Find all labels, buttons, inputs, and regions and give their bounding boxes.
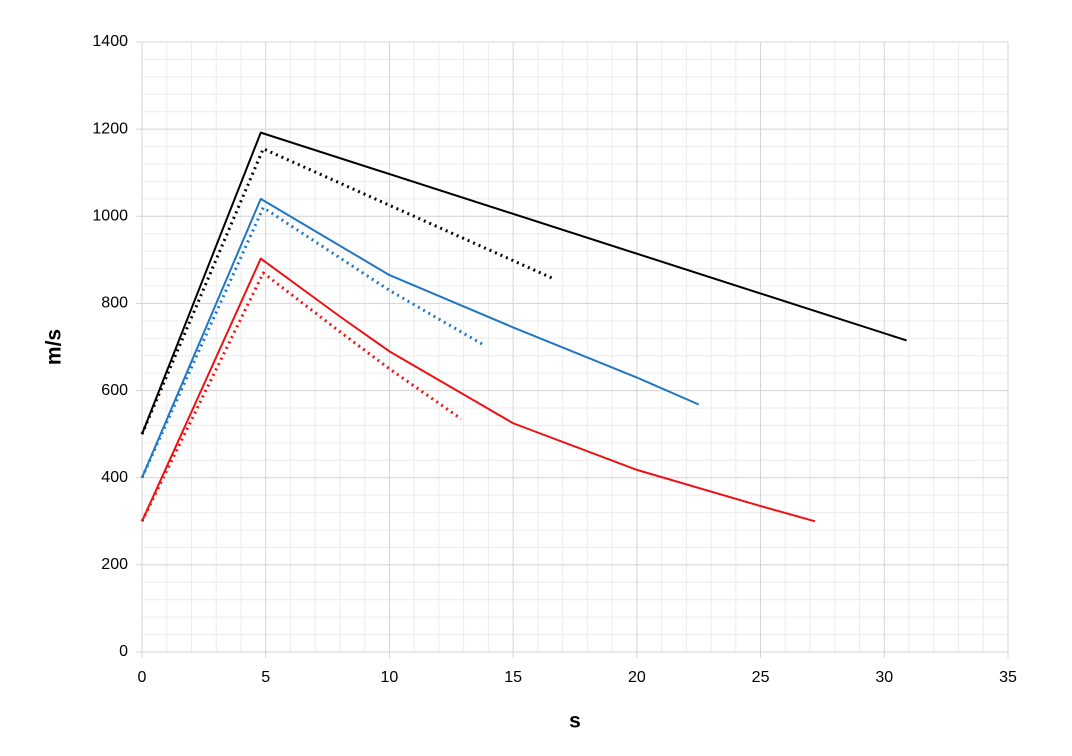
series-line [141, 131, 907, 435]
x-tick-label: 10 [381, 669, 399, 686]
x-tick-label: 30 [875, 669, 893, 686]
y-tick-label: 1200 [92, 120, 128, 137]
series-line [140, 271, 463, 522]
series-line [141, 257, 816, 523]
x-tick-label: 0 [138, 669, 147, 686]
y-tick-label: 600 [101, 382, 128, 399]
y-axis-title: m/s [43, 329, 66, 365]
x-tick-label: 5 [261, 669, 270, 686]
y-tick-label: 1000 [92, 208, 128, 225]
series-line [141, 197, 700, 479]
x-axis-title: s [569, 710, 581, 733]
x-tick-label: 25 [752, 669, 770, 686]
y-tick-label: 800 [101, 295, 128, 312]
y-tick-label: 400 [101, 469, 128, 486]
x-tick-label: 15 [504, 669, 522, 686]
y-tick-label: 200 [101, 556, 128, 573]
y-tick-label: 0 [119, 643, 128, 660]
series-line [140, 206, 485, 479]
x-tick-label: 20 [628, 669, 646, 686]
y-tick-label: 1400 [92, 33, 128, 50]
series-line [140, 147, 556, 435]
x-tick-label: 35 [999, 669, 1017, 686]
